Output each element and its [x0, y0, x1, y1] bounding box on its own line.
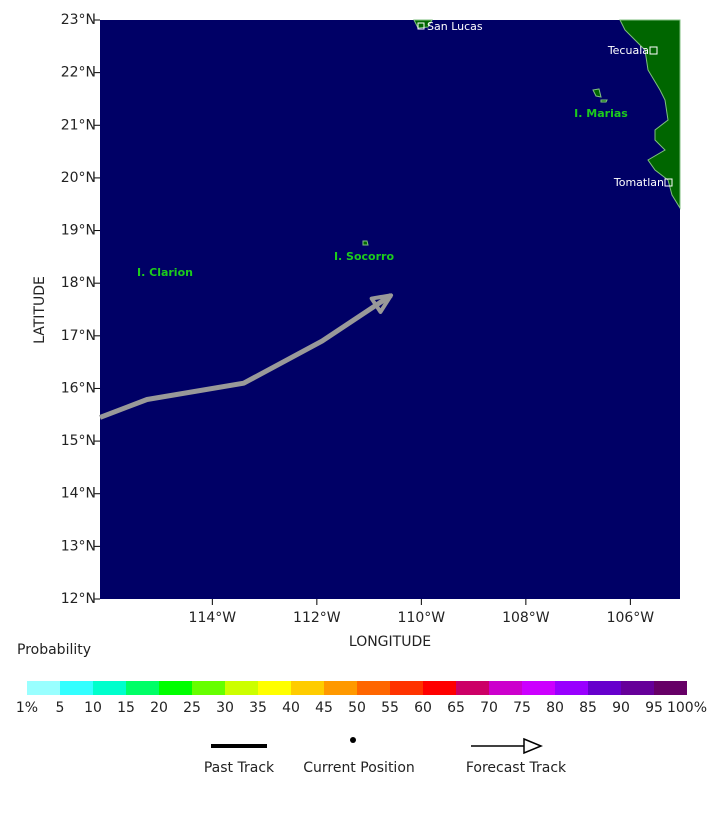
x-tick-label: 108°W [502, 610, 550, 626]
colorbar-label: 55 [381, 700, 399, 716]
colorbar-label: 60 [414, 700, 432, 716]
x-tick-label: 106°W [607, 610, 655, 626]
y-tick-label: 20°N [61, 170, 96, 186]
x-axis-title: LONGITUDE [349, 634, 431, 650]
colorbar-label: 45 [315, 700, 333, 716]
colorbar-label: 65 [447, 700, 465, 716]
colorbar-label: 70 [480, 700, 498, 716]
colorbar-label: 25 [183, 700, 201, 716]
colorbar-label: 40 [282, 700, 300, 716]
land [362, 19, 681, 246]
colorbar-swatch [555, 681, 588, 695]
colorbar-label: 15 [117, 700, 135, 716]
colorbar-swatch [621, 681, 654, 695]
colorbar-swatch [357, 681, 390, 695]
legend-icon [523, 737, 543, 755]
colorbar-swatch [159, 681, 192, 695]
colorbar-swatch [258, 681, 291, 695]
y-tick-label: 18°N [61, 275, 96, 291]
colorbar-label: 100% [667, 700, 707, 716]
legend-label: Current Position [303, 760, 415, 776]
colorbar-swatch [489, 681, 522, 695]
y-tick-label: 22°N [61, 65, 96, 81]
place-label: Tecuala [607, 44, 649, 57]
colorbar-swatch [390, 681, 423, 695]
colorbar-swatch [126, 681, 159, 695]
ocean [100, 20, 680, 599]
colorbar-swatch [93, 681, 126, 695]
colorbar-label: 20 [150, 700, 168, 716]
x-tick-label: 110°W [398, 610, 446, 626]
colorbar-title: Probability [17, 642, 91, 658]
colorbar-label: 30 [216, 700, 234, 716]
colorbar-swatch [588, 681, 621, 695]
colorbar-swatch [654, 681, 687, 695]
colorbar-swatch [423, 681, 456, 695]
colorbar-label: 50 [348, 700, 366, 716]
y-tick-label: 15°N [61, 433, 96, 449]
track [99, 293, 393, 420]
colorbar-label: 5 [56, 700, 65, 716]
colorbar-label: 10 [84, 700, 102, 716]
x-tick-label: 112°W [293, 610, 341, 626]
colorbar-swatch [192, 681, 225, 695]
colorbar-label: 90 [612, 700, 630, 716]
place-label: Tomatlan [613, 176, 664, 189]
y-tick-label: 19°N [61, 223, 96, 239]
colorbar-swatch [60, 681, 93, 695]
y-tick-label: 21°N [61, 117, 96, 133]
colorbar-label: 80 [546, 700, 564, 716]
x-tick-label: 114°W [189, 610, 237, 626]
colorbar-label: 85 [579, 700, 597, 716]
y-tick-label: 17°N [61, 328, 96, 344]
y-tick-label: 23°N [61, 12, 96, 28]
place-label: San Lucas [427, 20, 483, 33]
colorbar-swatch [27, 681, 60, 695]
legend-label: Forecast Track [466, 760, 567, 776]
legend-label: Past Track [204, 760, 275, 776]
colorbar-label: 75 [513, 700, 531, 716]
y-tick-label: 14°N [61, 486, 96, 502]
legend-icon [350, 737, 356, 743]
y-axis-title: LATITUDE [32, 276, 48, 344]
colorbar-label: 95 [645, 700, 663, 716]
colorbar-swatch [291, 681, 324, 695]
place-label: I. Socorro [334, 250, 395, 263]
colorbar-swatch [522, 681, 555, 695]
place-label: I. Clarion [137, 266, 193, 279]
y-tick-label: 13°N [61, 538, 96, 554]
colorbar-swatch [456, 681, 489, 695]
track-arrowhead [369, 293, 394, 314]
y-tick-label: 12°N [61, 591, 96, 607]
colorbar-label: 35 [249, 700, 267, 716]
colorbar-swatch [324, 681, 357, 695]
colorbar-label: 1% [16, 700, 38, 716]
place-markers [417, 22, 673, 187]
y-tick-label: 16°N [61, 380, 96, 396]
colorbar-swatch [225, 681, 258, 695]
place-label: I. Marias [574, 107, 628, 120]
